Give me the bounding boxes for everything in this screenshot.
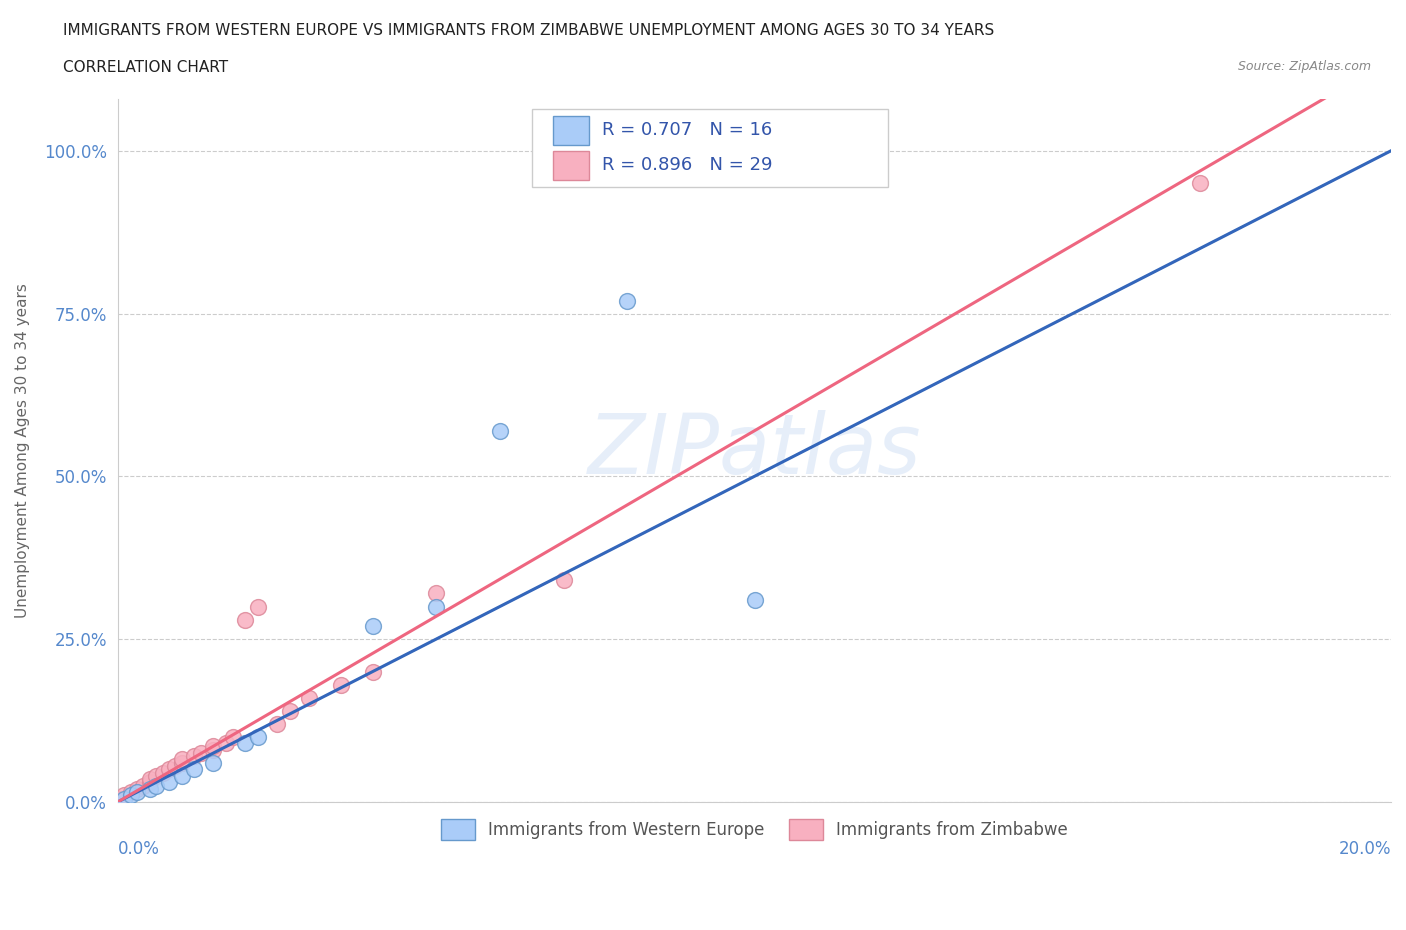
Text: CORRELATION CHART: CORRELATION CHART (63, 60, 228, 75)
Point (425, 586, 447, 601)
Point (145, 768, 167, 783)
Point (170, 752, 193, 767)
Point (139, 772, 162, 787)
Text: R = 0.707   N = 16: R = 0.707 N = 16 (602, 121, 772, 140)
FancyBboxPatch shape (531, 109, 889, 187)
Text: 0.0%: 0.0% (118, 841, 160, 858)
Point (152, 765, 174, 780)
Text: IMMIGRANTS FROM WESTERN EUROPE VS IMMIGRANTS FROM ZIMBABWE UNEMPLOYMENT AMONG AG: IMMIGRANTS FROM WESTERN EUROPE VS IMMIGR… (63, 23, 994, 38)
Point (120, 788, 142, 803)
Text: Source: ZipAtlas.com: Source: ZipAtlas.com (1237, 60, 1371, 73)
Point (107, 791, 129, 806)
Point (170, 768, 193, 783)
Point (165, 759, 187, 774)
Point (183, 749, 205, 764)
Point (139, 781, 162, 796)
Point (157, 775, 180, 790)
Point (145, 778, 167, 793)
Point (298, 690, 321, 705)
Point (329, 677, 352, 692)
Bar (554, 115, 589, 145)
Point (183, 762, 205, 777)
Point (112, 791, 135, 806)
Point (120, 785, 142, 800)
Y-axis label: Unemployment Among Ages 30 to 34 years: Unemployment Among Ages 30 to 34 years (15, 283, 30, 618)
Point (744, 592, 766, 607)
Point (127, 781, 149, 796)
Point (1189, 176, 1212, 191)
Point (202, 755, 225, 770)
Bar (554, 151, 589, 180)
Point (202, 739, 225, 754)
Point (553, 573, 575, 588)
Point (202, 742, 225, 757)
Text: R = 0.896   N = 29: R = 0.896 N = 29 (602, 156, 772, 175)
Text: ZIPatlas: ZIPatlas (588, 410, 921, 491)
Point (233, 736, 256, 751)
Point (157, 762, 180, 777)
Point (127, 785, 149, 800)
Point (489, 423, 512, 438)
Point (112, 788, 135, 803)
Text: 20.0%: 20.0% (1339, 841, 1391, 858)
Point (361, 664, 384, 679)
Point (425, 599, 447, 614)
Point (278, 703, 301, 718)
Point (616, 293, 638, 308)
Point (221, 729, 243, 744)
Point (361, 618, 384, 633)
Point (266, 716, 288, 731)
Point (132, 778, 155, 793)
Point (139, 775, 162, 790)
Point (233, 612, 256, 627)
Point (247, 729, 270, 744)
Point (247, 599, 270, 614)
Legend: Immigrants from Western Europe, Immigrants from Zimbabwe: Immigrants from Western Europe, Immigran… (434, 813, 1074, 846)
Point (215, 736, 238, 751)
Point (190, 746, 212, 761)
Point (170, 755, 193, 770)
